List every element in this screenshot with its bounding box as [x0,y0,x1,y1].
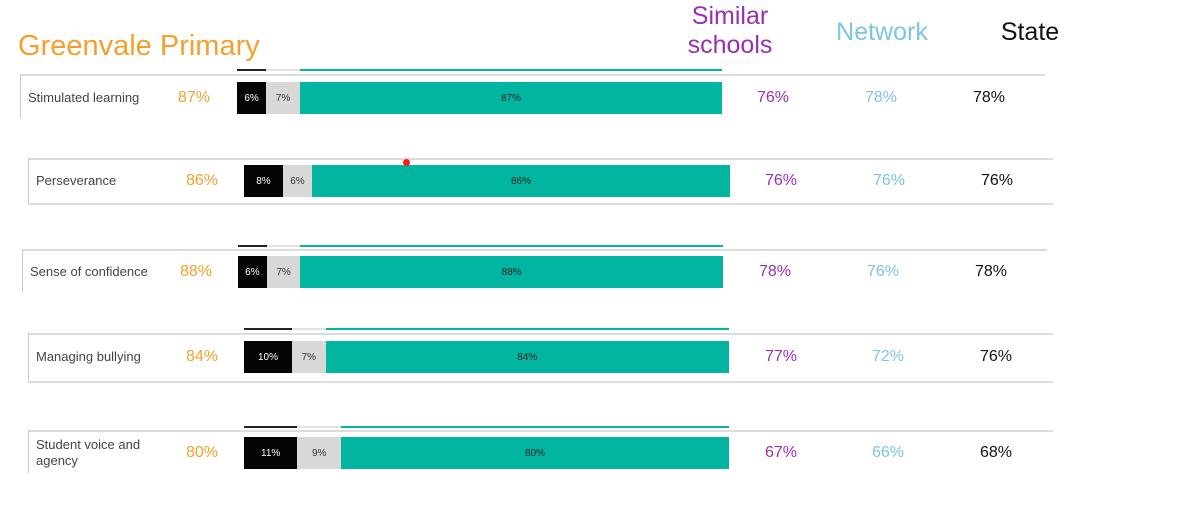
ghost-strip [297,426,341,428]
similar-schools-percent: 78% [759,263,792,280]
ghost-strip [237,69,267,71]
row-divider [22,249,1047,251]
similar-schools-percent: 77% [765,348,798,365]
row-divider [28,333,1053,335]
neutral-segment: 7% [266,82,301,114]
stacked-bar: 6% 7% 87% [237,82,722,114]
negative-segment: 8% [244,165,283,197]
negative-segment: 6% [238,256,267,288]
state-percent: 76% [981,172,1014,189]
positive-segment: 87% [300,82,722,114]
measure-label: Student voice and agency [36,437,141,468]
measure-row: Perseverance 86% 8% 6% 86% 76% 76% 76% [0,0,1200,205]
network-header: Network [836,18,928,46]
row-divider [28,430,1053,432]
network-percent: 76% [873,172,906,189]
negative-segment: 6% [237,82,267,114]
negative-segment: 10% [244,341,293,373]
marker-dot [403,159,410,166]
stacked-bar: 11% 9% 80% [244,437,729,469]
neutral-segment: 9% [297,437,341,469]
ghost-strip [300,245,723,247]
measure-row: Stimulated learning 87% 6% 7% 87% 76% 78% 78% [0,0,1200,118]
school-percent: 80% [186,444,219,461]
measure-row: Sense of confidence 88% 6% 7% 88% 78% 76% 78% [0,0,1200,292]
neutral-segment: 7% [266,256,301,288]
measure-label: Sense of confidence [30,264,148,279]
row-divider [28,203,1053,205]
school-title: Greenvale Primary [18,30,260,62]
similar-schools-percent: 76% [757,89,790,106]
state-header: State [1000,18,1060,46]
school-percent: 84% [186,348,219,365]
stacked-bar: 10% 7% 84% [244,341,729,373]
row-divider [28,381,1053,383]
state-percent: 78% [975,263,1008,280]
measure-row: Managing bullying 84% 10% 7% 84% 77% 72% 76% [0,0,1200,383]
school-percent: 88% [180,263,213,280]
positive-segment: 88% [300,256,723,288]
row-edge [22,249,23,292]
ghost-strip [266,69,301,71]
stacked-bar: 6% 7% 88% [238,256,723,288]
row-edge [28,430,29,473]
ghost-strip [325,328,729,330]
state-percent: 76% [980,348,1013,365]
ghost-strip [244,426,298,428]
ghost-strip [341,426,729,428]
ghost-strip [300,69,722,71]
neutral-segment: 7% [292,341,326,373]
negative-segment: 11% [244,437,298,469]
similar-schools-percent: 67% [765,444,798,461]
row-edge [28,333,29,381]
row-edge [28,158,29,203]
similar-schools-percent: 76% [765,172,798,189]
measure-label: Stimulated learning [28,90,140,105]
network-percent: 76% [867,263,900,280]
ghost-strip [244,328,293,330]
positive-segment: 86% [312,165,730,197]
positive-segment: 80% [340,437,729,469]
ghost-strip [238,245,267,247]
state-percent: 78% [973,89,1006,106]
ghost-strip [266,245,301,247]
school-percent: 86% [186,172,219,189]
ghost-strip [292,328,326,330]
measure-label: Managing bullying [36,349,141,364]
stacked-bar: 8% 6% 86% [244,165,730,197]
network-percent: 66% [872,444,905,461]
school-percent: 87% [178,89,211,106]
network-percent: 72% [872,348,905,365]
network-percent: 78% [865,89,898,106]
similar-schools-header: Similar schools [687,2,773,59]
measure-label: Perseverance [36,173,117,188]
neutral-segment: 6% [282,165,313,197]
row-divider [20,74,1045,76]
row-edge [20,74,21,118]
positive-segment: 84% [325,341,729,373]
row-divider [28,158,1053,160]
measure-row: Student voice and agency 80% 11% 9% 80% 67% 66… [0,0,1200,473]
state-percent: 68% [980,444,1013,461]
